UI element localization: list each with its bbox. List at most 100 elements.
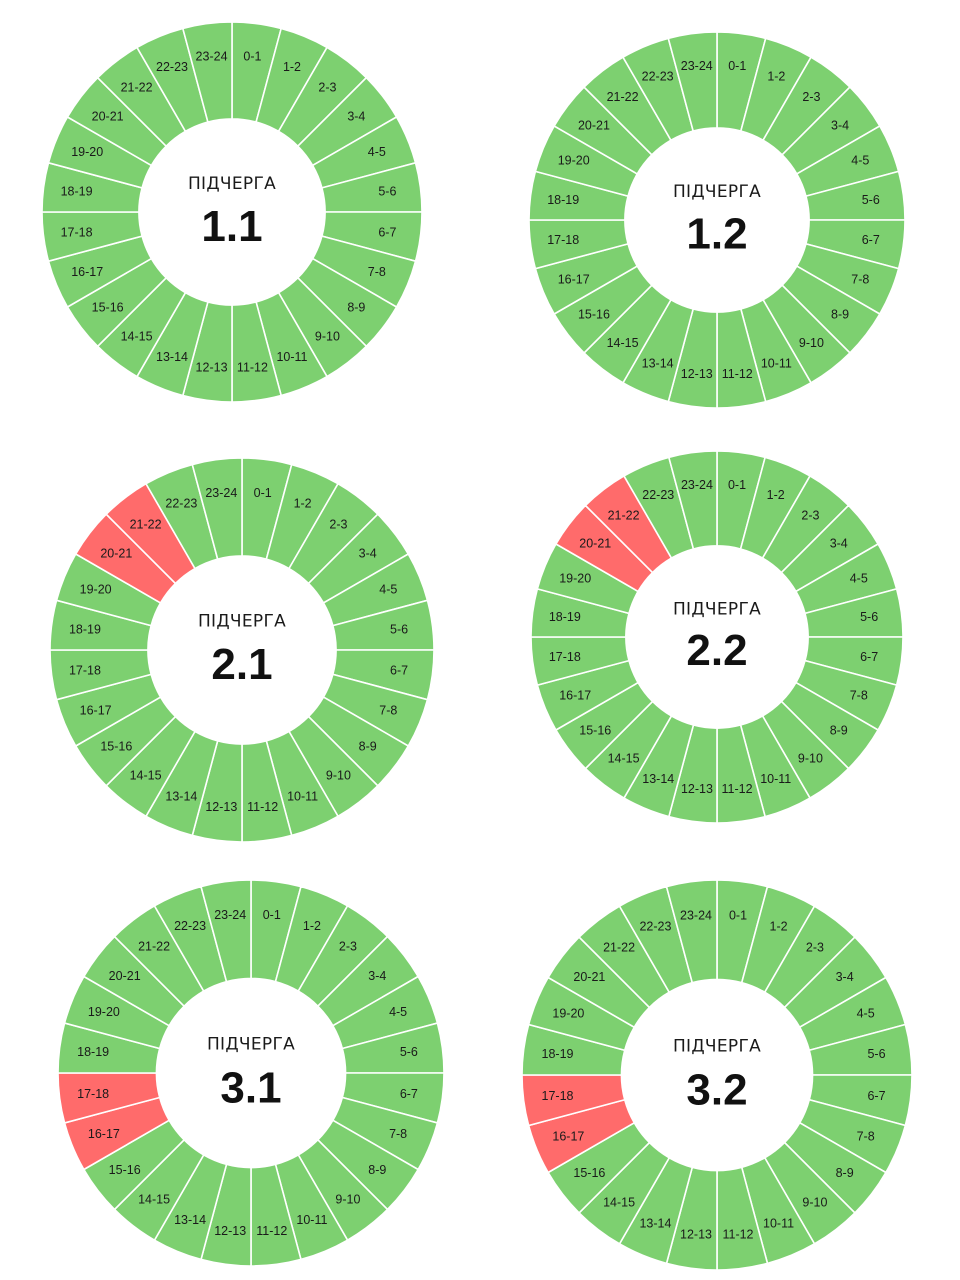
queue-number: 3.1 bbox=[220, 1063, 281, 1112]
hour-label: 14-15 bbox=[607, 336, 639, 350]
hour-label: 16-17 bbox=[558, 272, 590, 286]
queue-wheel-2-1: 0-1 1-2 2-3 3-4 4-5 5-6 6-7 7-8 8-9 9-10 10-11 11-1… bbox=[49, 457, 435, 843]
hour-label: 23-24 bbox=[681, 59, 713, 73]
hour-label: 3-4 bbox=[830, 537, 848, 551]
queue-wheel-3-2: 0-1 1-2 2-3 3-4 4-5 5-6 6-7 7-8 8-9 9-10 10-11 11-1… bbox=[521, 879, 913, 1271]
hour-label: 6-7 bbox=[378, 225, 396, 239]
hour-label: 14-15 bbox=[121, 329, 153, 343]
hour-label: 7-8 bbox=[851, 272, 869, 286]
hour-label: 17-18 bbox=[61, 225, 93, 239]
hour-label: 17-18 bbox=[549, 650, 581, 664]
hour-label: 19-20 bbox=[80, 582, 112, 596]
hour-label: 8-9 bbox=[359, 739, 377, 753]
queue-caption: ПІДЧЕРГА bbox=[207, 1035, 295, 1055]
hour-label: 20-21 bbox=[92, 110, 124, 124]
hour-label: 1-2 bbox=[770, 919, 788, 933]
hour-label: 19-20 bbox=[88, 1005, 120, 1019]
hour-label: 11-12 bbox=[722, 1227, 753, 1241]
hour-label: 6-7 bbox=[860, 650, 878, 664]
hour-label: 13-14 bbox=[156, 350, 188, 364]
hour-segment-23-24 bbox=[667, 450, 718, 550]
hour-label: 7-8 bbox=[368, 265, 386, 279]
hour-label: 2-3 bbox=[329, 517, 347, 531]
hour-label: 23-24 bbox=[196, 50, 228, 64]
hour-label: 13-14 bbox=[639, 1217, 671, 1231]
hour-label: 18-19 bbox=[547, 193, 579, 207]
hour-label: 0-1 bbox=[254, 486, 272, 500]
hour-label: 5-6 bbox=[400, 1045, 418, 1059]
hour-label: 20-21 bbox=[109, 969, 141, 983]
hour-label: 17-18 bbox=[547, 233, 579, 247]
hour-label: 1-2 bbox=[283, 60, 301, 74]
hour-label: 23-24 bbox=[205, 486, 237, 500]
hour-label: 6-7 bbox=[400, 1087, 418, 1101]
hour-label: 3-4 bbox=[831, 119, 849, 133]
hour-label: 14-15 bbox=[130, 769, 162, 783]
hour-label: 13-14 bbox=[642, 356, 674, 370]
hour-label: 8-9 bbox=[368, 1163, 386, 1177]
queue-caption: ПІДЧЕРГА bbox=[673, 182, 761, 202]
hour-label: 2-3 bbox=[339, 940, 357, 954]
hour-label: 16-17 bbox=[552, 1130, 584, 1144]
hour-label: 22-23 bbox=[165, 497, 197, 511]
hour-label: 16-17 bbox=[80, 704, 112, 718]
queue-number: 2.1 bbox=[211, 640, 272, 689]
queue-number: 3.2 bbox=[686, 1066, 747, 1115]
hour-label: 19-20 bbox=[71, 145, 103, 159]
hour-label: 8-9 bbox=[831, 307, 849, 321]
hour-label: 19-20 bbox=[558, 154, 590, 168]
queue-wheel-3-1: 0-1 1-2 2-3 3-4 4-5 5-6 6-7 7-8 8-9 9-10 10-11 11-1… bbox=[57, 879, 445, 1267]
hour-segment-23-24 bbox=[181, 21, 233, 124]
hour-label: 18-19 bbox=[542, 1047, 574, 1061]
hour-label: 1-2 bbox=[294, 497, 312, 511]
hour-label: 9-10 bbox=[799, 336, 824, 350]
hour-label: 5-6 bbox=[862, 193, 880, 207]
hour-label: 21-22 bbox=[603, 940, 635, 954]
queue-caption: ПІДЧЕРГА bbox=[188, 174, 276, 194]
hour-label: 14-15 bbox=[603, 1196, 635, 1210]
hour-label: 8-9 bbox=[836, 1166, 854, 1180]
hour-label: 16-17 bbox=[71, 265, 103, 279]
queue-wheel-1-2: 0-1 1-2 2-3 3-4 4-5 5-6 6-7 7-8 8-9 9-10 10-11 11-1… bbox=[528, 31, 906, 409]
queue-number: 1.2 bbox=[686, 210, 747, 259]
hour-label: 13-14 bbox=[642, 772, 674, 786]
hour-label: 19-20 bbox=[559, 571, 591, 585]
hour-label: 20-21 bbox=[578, 119, 610, 133]
hour-label: 20-21 bbox=[579, 537, 611, 551]
hour-label: 11-12 bbox=[247, 800, 278, 814]
hour-label: 10-11 bbox=[761, 356, 792, 370]
hour-label: 21-22 bbox=[130, 517, 162, 531]
hour-label: 0-1 bbox=[243, 50, 261, 64]
hour-label: 15-16 bbox=[100, 739, 132, 753]
queue-wheel-2-2: 0-1 1-2 2-3 3-4 4-5 5-6 6-7 7-8 8-9 9-10 10-11 11-1… bbox=[530, 450, 904, 824]
hour-label: 8-9 bbox=[347, 300, 365, 314]
hour-label: 1-2 bbox=[767, 488, 785, 502]
hour-label: 10-11 bbox=[763, 1217, 794, 1231]
hour-label: 10-11 bbox=[296, 1213, 327, 1227]
hour-label: 10-11 bbox=[760, 772, 791, 786]
hour-label: 4-5 bbox=[379, 582, 397, 596]
hour-label: 9-10 bbox=[335, 1192, 360, 1206]
queue-caption: ПІДЧЕРГА bbox=[198, 612, 286, 632]
hour-label: 3-4 bbox=[347, 110, 365, 124]
hour-label: 10-11 bbox=[287, 789, 318, 803]
hour-label: 18-19 bbox=[549, 610, 581, 624]
hour-label: 7-8 bbox=[389, 1127, 407, 1141]
hour-label: 4-5 bbox=[857, 1006, 875, 1020]
hour-label: 20-21 bbox=[100, 547, 132, 561]
hour-label: 18-19 bbox=[61, 185, 93, 199]
hour-label: 12-13 bbox=[205, 800, 237, 814]
hour-label: 11-12 bbox=[237, 360, 268, 374]
hour-label: 6-7 bbox=[867, 1089, 885, 1103]
hour-label: 2-3 bbox=[802, 90, 820, 104]
hour-label: 12-13 bbox=[680, 1227, 712, 1241]
hour-label: 23-24 bbox=[680, 909, 712, 923]
hour-label: 4-5 bbox=[368, 145, 386, 159]
hour-label: 23-24 bbox=[681, 478, 713, 492]
hour-segment-23-24 bbox=[667, 31, 718, 132]
hour-label: 8-9 bbox=[830, 723, 848, 737]
hour-label: 9-10 bbox=[798, 752, 823, 766]
hour-label: 12-13 bbox=[196, 360, 228, 374]
hour-label: 7-8 bbox=[850, 689, 868, 703]
hour-label: 14-15 bbox=[138, 1192, 170, 1206]
